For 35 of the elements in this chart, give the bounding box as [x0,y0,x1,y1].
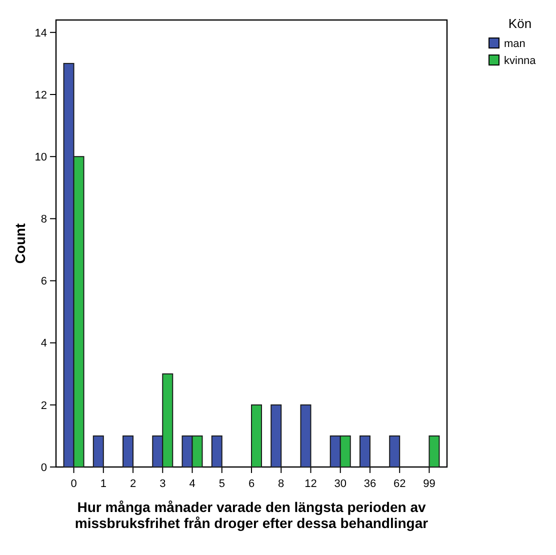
x-tick-label: 6 [248,478,255,490]
y-tick-label: 0 [40,462,47,474]
y-tick-label: 10 [34,151,47,164]
bar [428,435,440,468]
x-tick-label: 8 [278,478,284,490]
y-tick-label: 4 [40,338,47,350]
bar [359,435,370,468]
x-tick-label: 62 [393,478,406,490]
legend-title: Kön [508,16,532,31]
legend-label: man [504,38,526,50]
legend-label: kvinna [504,55,537,67]
bar [389,435,400,468]
x-tick-label: 3 [160,478,166,490]
bar [300,404,312,468]
bar [122,435,134,468]
bar [270,404,282,468]
y-tick-label: 14 [34,27,47,40]
y-tick-label: 12 [34,89,47,102]
x-tick-label: 5 [218,478,225,490]
bar [251,404,262,468]
x-tick-label: 0 [70,478,77,490]
y-tick-label: 2 [40,400,47,412]
bar [92,435,104,468]
y-tick-label: 6 [40,276,47,288]
x-tick-label: 36 [364,478,376,490]
x-tick-label: 4 [189,478,196,490]
y-axis-title: Count [12,222,28,264]
x-tick-label: 99 [423,478,436,490]
x-tick-label: 1 [100,478,106,490]
x-tick-label: 30 [334,478,346,490]
x-tick-label: 12 [304,478,317,490]
x-axis-title: Hur många månader varade den längsta perioden av missbruksfrihet från droger efter dessa behandlingar [74,499,429,531]
bar [211,435,222,468]
y-tick-label: 8 [40,214,47,226]
x-tick-label: 2 [130,478,136,490]
